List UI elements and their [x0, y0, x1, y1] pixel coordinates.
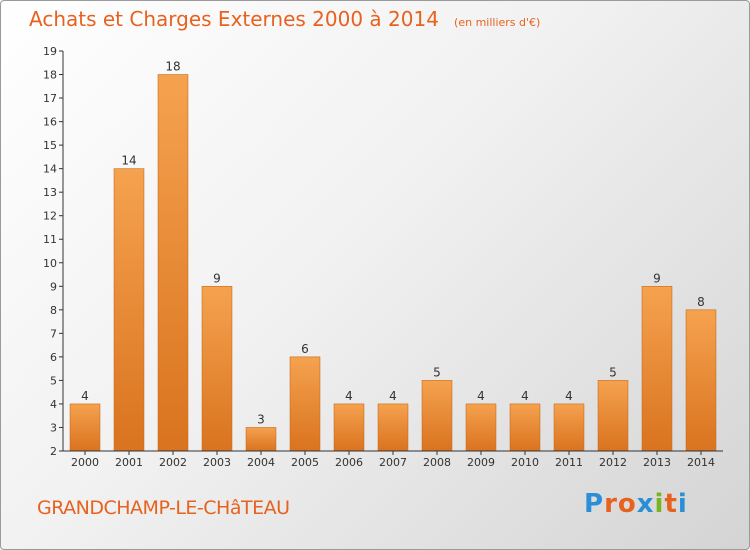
bar-2012	[597, 380, 629, 452]
y-tick-label-6: 6	[50, 351, 57, 364]
y-tick-label-17: 17	[43, 92, 57, 105]
logo-letter: i	[654, 489, 665, 519]
x-tick-label-2002: 2002	[159, 456, 187, 469]
bar-2006	[333, 403, 365, 452]
y-tick-label-3: 3	[50, 421, 57, 434]
bars-layer	[69, 74, 717, 452]
y-tick-label-19: 19	[43, 45, 57, 58]
x-tick-label-2009: 2009	[467, 456, 495, 469]
x-tick-label-2007: 2007	[379, 456, 407, 469]
y-tick-label-11: 11	[43, 233, 57, 246]
bar-2001	[113, 168, 145, 452]
bar-2003	[201, 285, 233, 452]
x-tick-label-2000: 2000	[71, 456, 99, 469]
x-tick-label-2013: 2013	[643, 456, 671, 469]
bar-2010	[509, 403, 541, 452]
data-label-2004: 3	[257, 412, 265, 426]
x-tick-label-2011: 2011	[555, 456, 583, 469]
data-label-2001: 14	[121, 154, 136, 168]
y-tick-label-18: 18	[43, 69, 57, 82]
x-tick-label-2014: 2014	[687, 456, 715, 469]
data-label-2006: 4	[345, 389, 353, 403]
bar-2002	[157, 74, 189, 452]
x-tick-label-2010: 2010	[511, 456, 539, 469]
y-tick-label-8: 8	[50, 304, 57, 317]
x-tick-label-2004: 2004	[247, 456, 275, 469]
bar-2000	[69, 403, 101, 452]
bar-2013	[641, 285, 673, 452]
y-tick-label-4: 4	[50, 398, 57, 411]
y-tick-label-7: 7	[50, 327, 57, 340]
y-tick-label-14: 14	[43, 163, 57, 176]
y-tick-label-16: 16	[43, 116, 57, 129]
y-tick-label-5: 5	[50, 374, 57, 387]
y-tick-label-10: 10	[43, 257, 57, 270]
y-tick-label-2: 2	[50, 445, 57, 458]
data-label-2011: 4	[565, 389, 573, 403]
data-label-2002: 18	[165, 60, 180, 74]
bar-2005	[289, 356, 321, 452]
chart-subtitle: (en milliers d'€)	[454, 16, 541, 29]
labels-layer: 4 2000 14 2001 18 2002 9 2003 3 2004 6 2005 4 2006 4 20…	[43, 45, 715, 469]
proxiti-logo: Proxiti	[584, 489, 688, 519]
logo-letter: i	[677, 489, 688, 519]
y-tick-label-12: 12	[43, 210, 57, 223]
bar-2014	[685, 309, 717, 452]
y-tick-label-15: 15	[43, 139, 57, 152]
bar-2004	[245, 427, 277, 452]
logo-letter: r	[604, 489, 618, 519]
x-tick-label-2008: 2008	[423, 456, 451, 469]
x-tick-label-2012: 2012	[599, 456, 627, 469]
data-label-2010: 4	[521, 389, 529, 403]
data-label-2003: 9	[213, 271, 221, 285]
title-row: Achats et Charges Externes 2000 à 2014 (…	[29, 7, 540, 31]
y-tick-label-13: 13	[43, 186, 57, 199]
x-tick-label-2005: 2005	[291, 456, 319, 469]
data-label-2007: 4	[389, 389, 397, 403]
logo-letter: o	[617, 489, 637, 519]
data-label-2013: 9	[653, 271, 661, 285]
bar-2008	[421, 380, 453, 452]
bar-2011	[553, 403, 585, 452]
data-label-2014: 8	[697, 295, 705, 309]
data-label-2009: 4	[477, 389, 485, 403]
logo-letter: P	[584, 489, 605, 519]
data-label-2012: 5	[609, 365, 617, 379]
data-label-2005: 6	[301, 342, 309, 356]
logo-letter: x	[636, 489, 655, 519]
y-tick-label-9: 9	[50, 280, 57, 293]
data-label-2008: 5	[433, 365, 441, 379]
data-label-2000: 4	[81, 389, 89, 403]
axes-layer	[59, 50, 723, 455]
chart-title: Achats et Charges Externes 2000 à 2014	[29, 7, 439, 31]
town-name: GRANDCHAMP-LE-CHâTEAU	[37, 497, 290, 519]
x-tick-label-2001: 2001	[115, 456, 143, 469]
logo-letter: t	[664, 489, 678, 519]
x-tick-label-2006: 2006	[335, 456, 363, 469]
bar-2009	[465, 403, 497, 452]
x-tick-label-2003: 2003	[203, 456, 231, 469]
bar-2007	[377, 403, 409, 452]
